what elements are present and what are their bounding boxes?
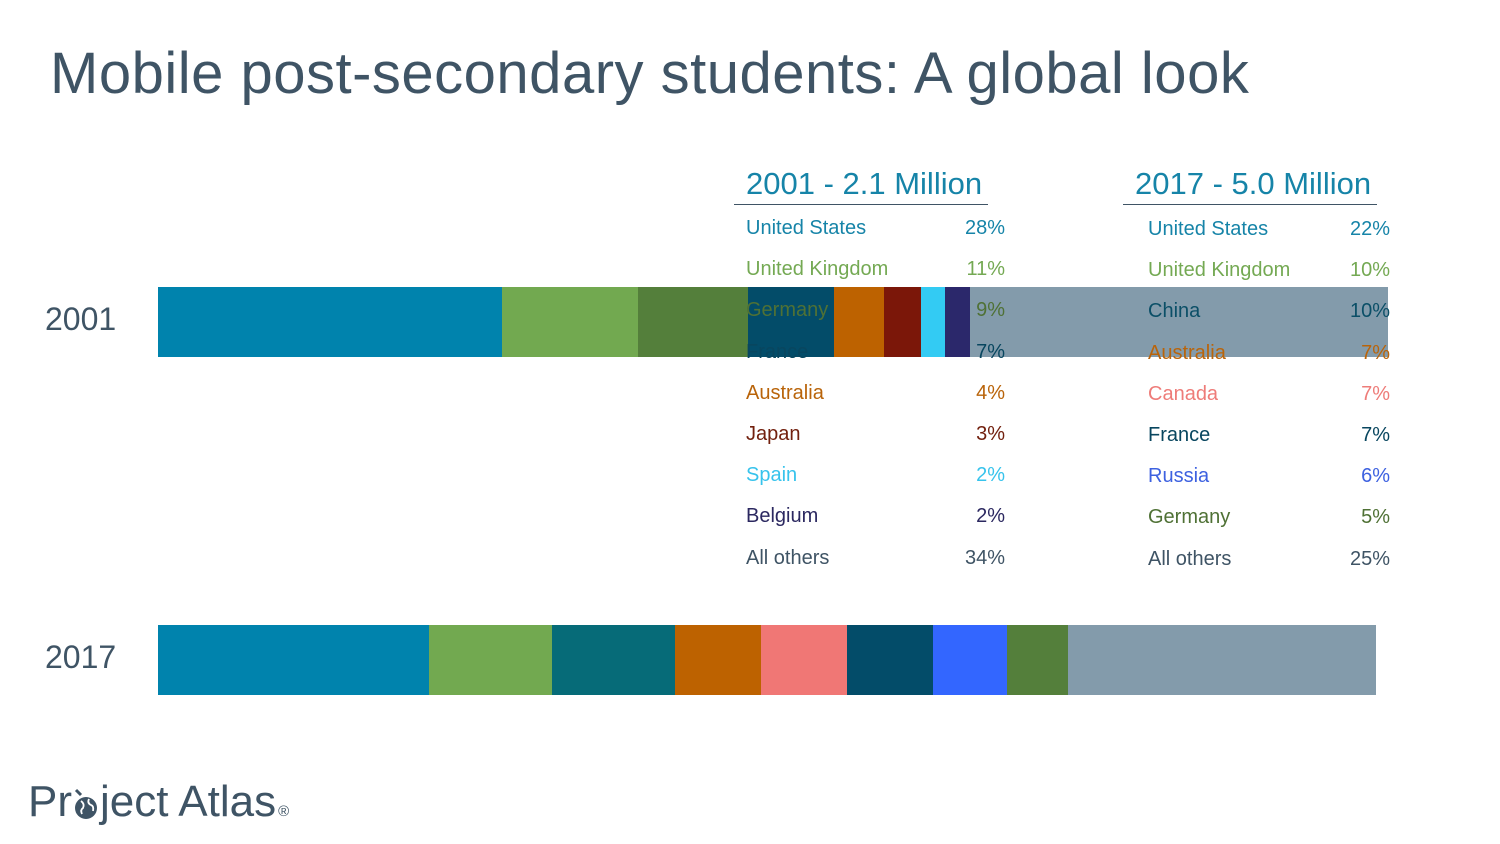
- legend-label: Canada: [1148, 382, 1219, 405]
- bar-segment-2001-australia: [834, 287, 884, 357]
- legend-value: 4%: [976, 381, 1005, 404]
- bar-segment-2001-united-kingdom: [502, 287, 638, 357]
- legend-value: 11%: [966, 258, 1005, 281]
- legend-row-2001-france: France 7%: [746, 332, 1005, 373]
- legend-row-2001-spain: Spain 2%: [746, 455, 1005, 496]
- bar-segment-2017-united-kingdom: [428, 625, 552, 695]
- legend-row-2001-australia: Australia 4%: [746, 373, 1005, 414]
- legend-header-2001: 2001 - 2.1 Million: [734, 166, 989, 205]
- year-label-2017: 2017: [45, 639, 117, 675]
- legend-row-2017-united-kingdom: United Kingdom 10%: [1148, 250, 1390, 291]
- legend-row-2001-belgium: Belgium 2%: [746, 496, 1005, 537]
- legend-label: United Kingdom: [746, 258, 889, 281]
- legend-row-2017-canada: Canada 7%: [1148, 374, 1390, 415]
- year-label-2001: 2001: [45, 301, 117, 337]
- legend-label: United Kingdom: [1148, 259, 1291, 282]
- legend-row-2017-germany: Germany 5%: [1148, 497, 1390, 538]
- legend-row-2001-germany: Germany 9%: [746, 290, 1005, 331]
- legend-row-2017-russia: Russia 6%: [1148, 456, 1390, 497]
- logo-text-end: ject Atlas: [100, 777, 277, 826]
- legend-value: 9%: [976, 299, 1005, 322]
- legend-row-2017-united-states: United States 22%: [1148, 209, 1390, 250]
- legend-label: France: [1148, 424, 1211, 447]
- bar-segment-2001-japan: [883, 287, 921, 357]
- bar-segment-2017-canada: [760, 625, 847, 695]
- bar-segment-2017-germany: [1006, 625, 1069, 695]
- legend-label: Spain: [746, 464, 798, 487]
- legend-label: Russia: [1148, 465, 1210, 488]
- stacked-bar-2017: [158, 625, 1376, 695]
- legend-label: Belgium: [746, 505, 819, 528]
- bar-segment-2017-australia: [674, 625, 761, 695]
- legend-label: All others: [746, 546, 830, 569]
- legend-label: Japan: [746, 423, 801, 446]
- legend-label: France: [746, 340, 809, 363]
- legend-value: 2%: [976, 505, 1005, 528]
- legend-row-2001-united-states: United States 28%: [746, 208, 1005, 249]
- legend-row-2001-all-others: All others 34%: [746, 538, 1005, 579]
- bar-segment-2001-france: [748, 287, 835, 357]
- legend-label: Germany: [746, 299, 829, 322]
- legend-label: All others: [1148, 547, 1232, 570]
- stacked-bar-2001: [158, 287, 1388, 357]
- legend-value: 6%: [1361, 465, 1390, 488]
- project-atlas-logo: Pr ject Atlas ®: [28, 776, 289, 827]
- legend-value: 10%: [1349, 259, 1390, 282]
- legend-value: 5%: [1361, 506, 1390, 529]
- legend-row-2001-united-kingdom: United Kingdom 11%: [746, 249, 1005, 290]
- legend-value: 7%: [1361, 424, 1390, 447]
- legend-label: United States: [1148, 218, 1269, 241]
- legend-value: 10%: [1349, 300, 1390, 323]
- legend-value: 25%: [1349, 547, 1390, 570]
- bar-segment-2001-all-others: [969, 287, 1388, 357]
- legend-label: Australia: [1148, 341, 1226, 364]
- legend-label: United States: [746, 217, 867, 240]
- registered-mark: ®: [278, 803, 290, 820]
- bar-segment-2017-all-others: [1068, 625, 1376, 695]
- bar-segment-2001-spain: [920, 287, 946, 357]
- legend-label: Australia: [746, 381, 824, 404]
- bar-segment-2001-united-states: [158, 287, 503, 357]
- legend-row-2017-australia: Australia 7%: [1148, 333, 1390, 374]
- legend-row-2001-japan: Japan 3%: [746, 414, 1005, 455]
- legend-2001: 2001 - 2.1 Million United States 28% Unite…: [734, 166, 1016, 579]
- legend-value: 7%: [976, 340, 1005, 363]
- legend-row-2017-france: France 7%: [1148, 415, 1390, 456]
- legend-row-2017-all-others: All others 25%: [1148, 539, 1390, 580]
- legend-value: 34%: [964, 546, 1005, 569]
- legend-label: Germany: [1148, 506, 1231, 529]
- legend-label: China: [1148, 300, 1201, 323]
- legend-value: 2%: [976, 464, 1005, 487]
- bar-segment-2001-belgium: [945, 287, 970, 357]
- bar-segment-2017-russia: [932, 625, 1007, 695]
- page-title: Mobile post-secondary students: A global…: [50, 41, 1250, 106]
- legend-value: 7%: [1361, 341, 1390, 364]
- legend-2017: 2017 - 5.0 Million United States 22% Unite…: [1123, 166, 1400, 580]
- globe-icon: [73, 784, 99, 824]
- legend-row-2017-china: China 10%: [1148, 291, 1390, 332]
- bar-segment-2001-germany: [637, 287, 749, 357]
- logo-text-start: Pr: [28, 777, 72, 826]
- bar-segment-2017-united-states: [158, 625, 429, 695]
- legend-value: 3%: [976, 423, 1005, 446]
- legend-value: 7%: [1361, 382, 1390, 405]
- legend-value: 28%: [964, 217, 1005, 240]
- bar-segment-2017-france: [846, 625, 933, 695]
- legend-header-2017: 2017 - 5.0 Million: [1123, 166, 1378, 205]
- bar-segment-2017-china: [551, 625, 675, 695]
- legend-value: 22%: [1349, 218, 1390, 241]
